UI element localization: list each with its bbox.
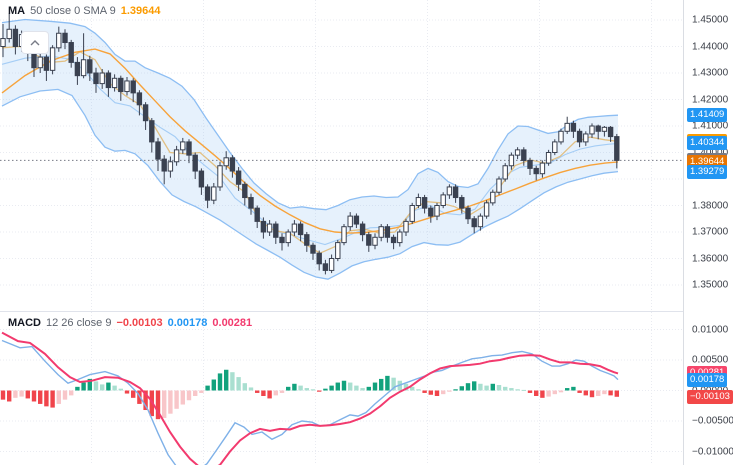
axis-tick-label: 1.36000 <box>692 253 729 264</box>
macd-legend-title: MACD <box>8 317 41 329</box>
axis-tick-label: 0.01000 <box>692 324 729 335</box>
price-pane-canvas[interactable] <box>0 0 684 311</box>
macd-pane-canvas[interactable] <box>0 312 684 465</box>
axis-price-badge-histogram: −0.00103 <box>687 389 733 404</box>
macd-legend-macd-value: 0.00178 <box>167 317 208 329</box>
axis-tick-label: 1.38000 <box>692 200 729 211</box>
axis-price-badge-band-lower: 1.39279 <box>687 164 728 179</box>
ma-legend-params: 50 close 0 SMA 9 <box>30 5 116 17</box>
macd-legend-params: 12 26 close 9 <box>46 317 112 329</box>
collapse-pane-button[interactable] <box>21 31 49 54</box>
axis-tick-label: 1.37000 <box>692 226 729 238</box>
axis-tick-label: −0.00500 <box>692 415 733 427</box>
macd-indicator-legend[interactable]: MACD 12 26 close 9 −0.00103 0.00178 0.00… <box>8 317 252 329</box>
axis-tick-label: 1.35000 <box>692 279 729 291</box>
ma-indicator-legend[interactable]: MA 50 close 0 SMA 9 1.39644 <box>8 5 160 17</box>
axis-price-badge-band-basis: 1.40344 <box>687 136 728 151</box>
axis-tick-label: 1.45000 <box>692 14 729 26</box>
price-axis[interactable]: 1.45000 1.44000 1.43000 1.42000 1.41000 1.400… <box>683 0 733 465</box>
macd-legend-signal-value: 0.00281 <box>212 317 253 329</box>
axis-tick-label: 0.00500 <box>692 354 729 366</box>
axis-tick-label: 1.44000 <box>692 41 729 52</box>
macd-legend-histogram-value: −0.00103 <box>116 317 163 329</box>
pane-divider[interactable] <box>0 311 733 312</box>
chevron-up-icon <box>30 39 40 45</box>
ma-legend-title: MA <box>8 5 26 17</box>
ma-legend-value: 1.39644 <box>120 5 161 17</box>
axis-price-badge-band-upper: 1.41409 <box>687 108 728 123</box>
axis-tick-label: 1.40000 <box>692 147 728 158</box>
axis-tick-label: 1.43000 <box>692 67 729 79</box>
axis-price-badge-macd: 0.00178 <box>687 372 728 387</box>
axis-tick-label: 1.42000 <box>692 94 729 105</box>
axis-tick-label: −0.01000 <box>692 446 733 457</box>
axis-tick-label: 1.41000 <box>692 120 729 132</box>
